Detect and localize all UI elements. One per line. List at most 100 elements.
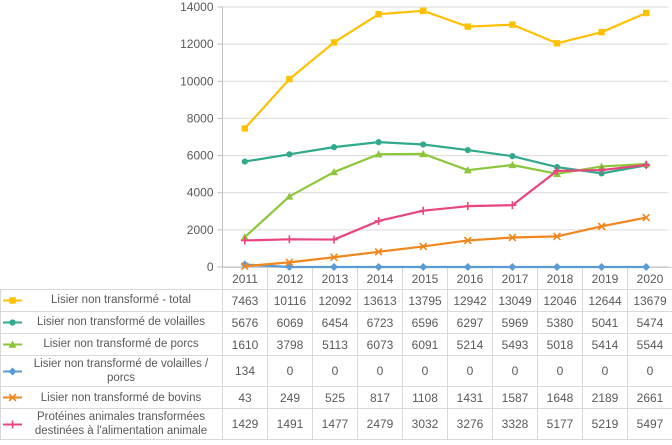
series-label-cell: Lisier non transformé de volailles / por… — [0, 354, 223, 388]
data-point-marker — [419, 242, 428, 251]
data-point-marker — [509, 153, 516, 160]
data-point-marker — [420, 141, 427, 148]
data-point-marker — [553, 169, 561, 178]
data-point-marker — [419, 206, 428, 215]
legend-key-triangle-icon — [3, 340, 22, 348]
data-point-marker — [286, 75, 293, 83]
y-axis-tick-label: 12000 — [180, 37, 214, 51]
legend-key-plus-icon — [3, 420, 22, 429]
year-header-cell: 2012 — [267, 267, 313, 290]
legend-marker — [8, 340, 17, 348]
data-point-marker — [553, 166, 561, 175]
legend-marker — [8, 367, 17, 376]
table-row-lisier-non-transform-total: Lisier non transformé - total 7463 10116 12… — [0, 289, 672, 312]
data-point-marker — [598, 28, 605, 36]
data-point-marker — [285, 258, 294, 267]
table-corner-cell — [0, 267, 223, 290]
y-axis-tick-label: 10000 — [180, 74, 214, 88]
data-point-marker — [241, 125, 248, 132]
data-point-marker — [241, 158, 248, 165]
value-cell: 5414 — [582, 333, 628, 356]
data-point-marker — [240, 236, 249, 245]
value-cell: 525 — [312, 386, 358, 410]
data-point-marker — [240, 233, 249, 241]
data-point-marker — [642, 160, 651, 169]
value-cell: 5214 — [447, 333, 493, 356]
value-cell: 7463 — [222, 289, 268, 312]
value-cell: 1587 — [492, 386, 538, 410]
value-cell: 0 — [267, 354, 313, 388]
series-label-cell: Lisier non transformé de volailles — [0, 311, 223, 334]
data-point-marker — [374, 216, 383, 225]
year-header-cell: 2017 — [492, 267, 538, 290]
year-header-cell: 2011 — [222, 267, 268, 290]
data-point-marker — [463, 202, 472, 211]
data-point-marker — [508, 201, 517, 210]
data-point-marker — [553, 232, 561, 241]
value-cell: 6723 — [357, 311, 403, 334]
data-point-marker — [330, 168, 338, 176]
data-point-marker — [330, 144, 338, 151]
value-cell: 0 — [312, 354, 358, 388]
value-cell: 5474 — [627, 311, 672, 334]
series-label: Lisier non transformé de bovins — [40, 391, 202, 404]
value-cell: 1429 — [222, 408, 268, 441]
series-label-cell: Lisier non transformé de bovins — [0, 386, 223, 410]
value-cell: 2479 — [357, 408, 403, 441]
y-axis-tick-label: 6000 — [187, 149, 214, 163]
legend-marker — [8, 420, 17, 429]
legend-marker — [9, 297, 16, 304]
data-point-marker — [285, 192, 294, 200]
value-cell: 0 — [627, 354, 672, 388]
series-label: Lisier non transformé - total — [51, 294, 191, 307]
value-cell: 1610 — [222, 333, 268, 356]
data-point-marker — [553, 163, 561, 171]
legend-key-diamond-icon — [3, 367, 22, 376]
y-axis-tick-label: 8000 — [187, 111, 214, 125]
value-cell: 3798 — [267, 333, 313, 356]
value-cell: 12644 — [582, 289, 628, 312]
value-cell: 12046 — [537, 289, 583, 312]
data-point-marker — [463, 236, 472, 245]
series-line — [243, 163, 648, 242]
value-cell: 43 — [222, 386, 268, 410]
data-point-marker — [375, 10, 382, 18]
data-point-marker — [464, 23, 471, 30]
data-point-marker — [642, 213, 651, 222]
value-cell: 5113 — [312, 333, 358, 356]
year-header-cell: 2019 — [582, 267, 628, 290]
data-point-marker — [375, 139, 382, 146]
value-cell: 6297 — [447, 311, 493, 334]
year-header-cell: 2013 — [312, 267, 358, 290]
data-point-marker — [553, 40, 561, 47]
value-cell: 6454 — [312, 311, 358, 334]
data-point-marker — [509, 21, 516, 28]
year-header-cell: 2018 — [537, 267, 583, 290]
table-row-lisier-non-transform-de-volailles: Lisier non transformé de volailles 5676 60… — [0, 311, 672, 334]
data-point-marker — [597, 222, 606, 231]
value-cell: 13049 — [492, 289, 538, 312]
value-cell: 5544 — [627, 333, 672, 356]
y-axis-tick-label: 14000 — [180, 0, 214, 14]
series-line — [243, 152, 648, 239]
legend-marker — [9, 319, 16, 326]
value-cell: 5493 — [492, 333, 538, 356]
data-point-marker — [374, 150, 383, 158]
legend-key-x-icon — [3, 393, 22, 402]
table-row-prot-ines-animales-transform-es-destin-e: Protéines animales transformées destinée… — [0, 408, 672, 441]
value-cell: 817 — [357, 386, 403, 410]
data-point-marker — [464, 146, 471, 154]
data-point-marker — [420, 7, 427, 15]
value-cell: 5041 — [582, 311, 628, 334]
series-line — [243, 9, 648, 130]
data-point-marker — [597, 166, 606, 175]
data-point-marker — [463, 166, 472, 174]
chart-data-table: 2011 2012 2013 2014 2015 2016 2017 2018 2019 2020… — [0, 267, 672, 441]
data-point-marker — [643, 162, 650, 169]
series-label: Lisier non transformé de porcs — [43, 338, 199, 351]
y-axis-tick-label: 2000 — [187, 223, 214, 237]
value-cell: 5676 — [222, 311, 268, 334]
value-cell: 0 — [357, 354, 403, 388]
table-row-lisier-non-transform-de-porcs: Lisier non transformé de porcs 1610 3798 51… — [0, 333, 672, 356]
